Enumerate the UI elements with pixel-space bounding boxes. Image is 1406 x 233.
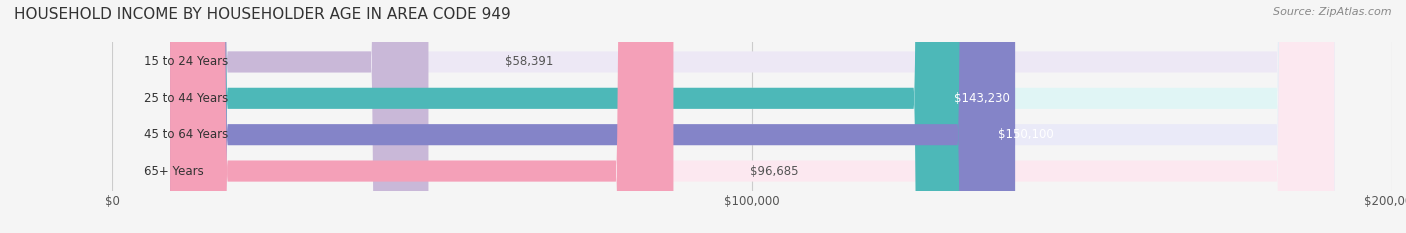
Text: 25 to 44 Years: 25 to 44 Years xyxy=(145,92,229,105)
Text: $150,100: $150,100 xyxy=(998,128,1053,141)
Text: HOUSEHOLD INCOME BY HOUSEHOLDER AGE IN AREA CODE 949: HOUSEHOLD INCOME BY HOUSEHOLDER AGE IN A… xyxy=(14,7,510,22)
Text: Source: ZipAtlas.com: Source: ZipAtlas.com xyxy=(1274,7,1392,17)
Text: 15 to 24 Years: 15 to 24 Years xyxy=(145,55,229,69)
FancyBboxPatch shape xyxy=(170,0,673,233)
FancyBboxPatch shape xyxy=(170,0,429,233)
Text: $143,230: $143,230 xyxy=(953,92,1010,105)
Text: 45 to 64 Years: 45 to 64 Years xyxy=(145,128,229,141)
FancyBboxPatch shape xyxy=(170,0,1015,233)
FancyBboxPatch shape xyxy=(170,0,1334,233)
Text: $58,391: $58,391 xyxy=(505,55,554,69)
FancyBboxPatch shape xyxy=(170,0,1334,233)
Text: 65+ Years: 65+ Years xyxy=(145,164,204,178)
FancyBboxPatch shape xyxy=(170,0,1334,233)
FancyBboxPatch shape xyxy=(170,0,972,233)
FancyBboxPatch shape xyxy=(170,0,1334,233)
Text: $96,685: $96,685 xyxy=(751,164,799,178)
